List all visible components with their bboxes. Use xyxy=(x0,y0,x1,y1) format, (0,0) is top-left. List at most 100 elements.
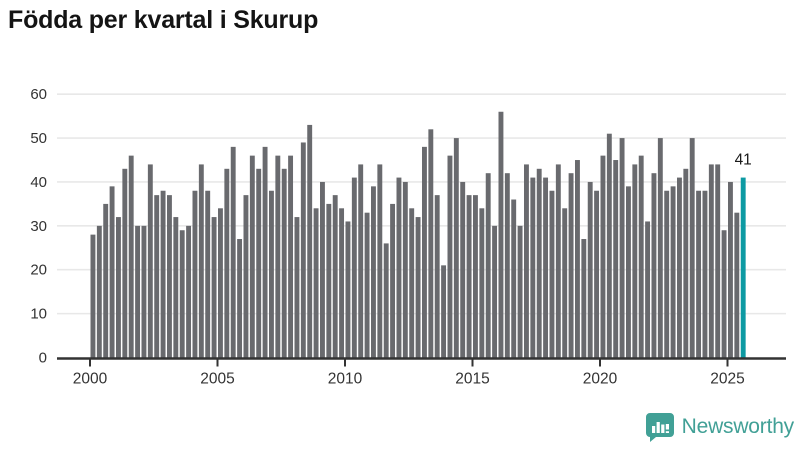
bar xyxy=(415,217,421,358)
bar xyxy=(167,195,172,358)
highlight-bar xyxy=(740,177,746,358)
bar xyxy=(485,173,491,358)
bar xyxy=(160,190,166,358)
bar xyxy=(613,160,619,358)
bar xyxy=(632,164,638,358)
bar xyxy=(626,186,631,358)
mini-bar-1 xyxy=(651,426,655,433)
bar xyxy=(383,243,389,358)
bar xyxy=(555,164,561,358)
bar xyxy=(90,234,96,358)
bar xyxy=(339,208,345,358)
x-tick-label: 2025 xyxy=(710,371,744,388)
bar xyxy=(371,186,376,358)
exclamation-bar xyxy=(665,424,669,430)
bar xyxy=(364,212,370,358)
x-tick-label: 2000 xyxy=(73,371,108,388)
bar xyxy=(651,173,657,358)
bar xyxy=(683,168,689,358)
bar xyxy=(453,138,459,358)
exclamation-dot xyxy=(665,431,669,433)
bar-chart-canvas: 0 10 20 30 40 50 60 2000 2005 2010 2015 2020 2025 41 xyxy=(30,86,786,388)
bar xyxy=(492,225,498,358)
bar xyxy=(345,221,351,358)
bar xyxy=(645,221,651,358)
bar xyxy=(96,225,102,358)
bar xyxy=(313,208,319,358)
bar xyxy=(173,217,179,358)
bar xyxy=(179,230,185,358)
bar xyxy=(587,181,593,358)
bar xyxy=(351,177,357,358)
bar xyxy=(517,225,523,358)
bar xyxy=(122,168,128,358)
bar xyxy=(243,195,249,358)
bar xyxy=(211,217,217,358)
bar xyxy=(441,265,447,358)
bar xyxy=(358,164,364,358)
speech-bubble-shape xyxy=(645,413,674,442)
bar xyxy=(269,190,274,358)
bar xyxy=(307,124,313,358)
bar xyxy=(638,155,644,358)
bar xyxy=(402,181,408,358)
bar xyxy=(135,225,141,358)
y-tick-label: 50 xyxy=(30,130,47,147)
bar xyxy=(498,111,504,358)
bar xyxy=(275,155,281,358)
bar xyxy=(192,190,198,358)
bar xyxy=(689,138,695,358)
bar xyxy=(460,181,466,358)
bar xyxy=(581,239,587,358)
chart-title: Födda per kvartal i Skurup xyxy=(8,6,319,34)
bar xyxy=(198,164,204,358)
bar xyxy=(657,138,663,358)
x-tick-label: 2005 xyxy=(200,371,234,388)
bar xyxy=(473,195,478,358)
bar xyxy=(479,208,485,358)
bar xyxy=(230,146,236,358)
bar xyxy=(326,203,332,358)
bar xyxy=(428,129,434,358)
bar xyxy=(524,164,529,358)
y-tick-label: 10 xyxy=(30,306,47,323)
bar xyxy=(600,155,606,358)
y-tick-label: 60 xyxy=(30,86,47,103)
bar xyxy=(702,190,708,358)
bar xyxy=(332,195,338,358)
highlight-value-label: 41 xyxy=(735,152,752,169)
y-tick-label: 0 xyxy=(39,350,47,367)
bar xyxy=(721,230,727,358)
bar xyxy=(422,146,427,358)
bar-chart: 0 10 20 30 40 50 60 2000 2005 2010 2015 2020 2025 41 xyxy=(30,86,786,388)
bar xyxy=(504,173,510,358)
bar xyxy=(249,155,255,358)
bar xyxy=(262,146,268,358)
bar xyxy=(606,133,612,358)
bar xyxy=(466,195,472,358)
bar xyxy=(237,239,243,358)
bar xyxy=(256,168,262,358)
bar xyxy=(708,164,714,358)
bar xyxy=(154,195,160,358)
bar xyxy=(575,160,580,358)
bar xyxy=(715,164,721,358)
bar xyxy=(218,208,223,358)
bar xyxy=(186,225,192,358)
bar xyxy=(294,217,300,358)
bar xyxy=(288,155,294,358)
bar xyxy=(377,164,383,358)
bar xyxy=(434,195,440,358)
bar xyxy=(447,155,453,358)
bar xyxy=(696,190,702,358)
bar xyxy=(549,190,555,358)
bar xyxy=(224,168,230,358)
bar xyxy=(536,168,542,358)
bar xyxy=(109,186,115,358)
newsworthy-bubble-bar-chart-icon xyxy=(645,413,674,442)
bar xyxy=(562,208,568,358)
y-tick-label: 20 xyxy=(30,262,47,279)
x-tick-label: 2010 xyxy=(328,371,363,388)
x-tick-label: 2020 xyxy=(583,371,618,388)
bar xyxy=(320,181,325,358)
